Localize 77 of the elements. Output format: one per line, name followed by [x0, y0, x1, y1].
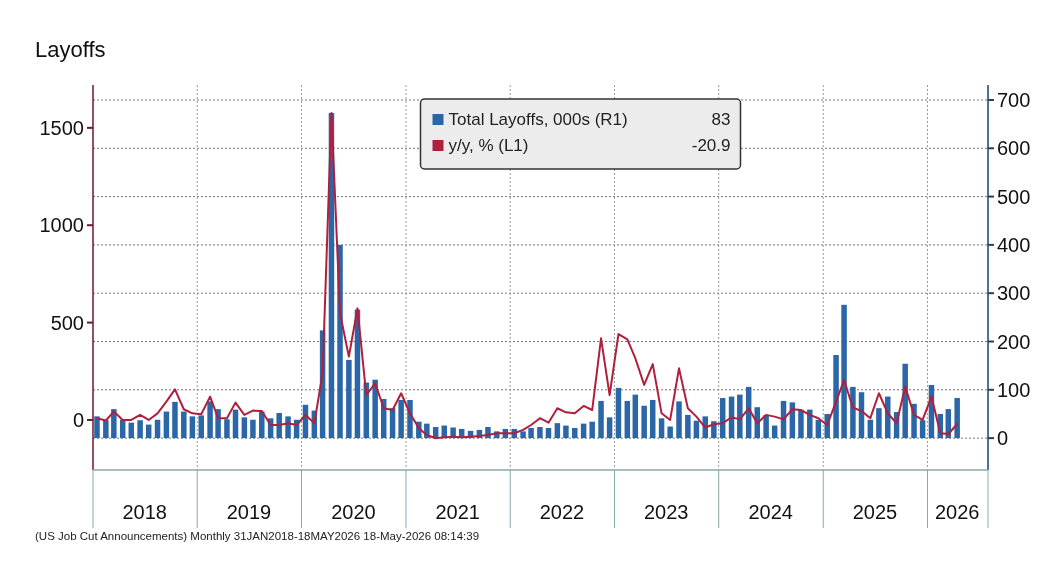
bar [658, 418, 665, 439]
x-tick-label: 2023 [643, 501, 689, 523]
bar [554, 423, 561, 439]
x-tick-label: 2019 [226, 501, 272, 523]
x-tick-label: 2018 [122, 501, 167, 523]
legend-label: y/y, % (L1) [448, 136, 529, 155]
y-tick-label: 1500 [39, 116, 84, 139]
x-tick-label: 2025 [852, 501, 898, 523]
text: (US Job Cut Announcements) Monthly 31JAN2018-18MAY2026 18-May-2026 08:14:39 [35, 530, 480, 542]
bar [198, 415, 204, 439]
bar [241, 417, 248, 439]
bar [563, 425, 569, 439]
bar [798, 409, 804, 439]
bar [572, 427, 578, 439]
bar [181, 411, 187, 439]
bar [667, 426, 673, 439]
bar [346, 359, 352, 439]
annotation: 83 [711, 110, 731, 129]
y2-tick-label: 400 [997, 233, 1031, 256]
bar [589, 421, 595, 439]
bar [737, 394, 743, 439]
bar [606, 417, 613, 439]
bar [94, 416, 100, 439]
bar [685, 414, 691, 439]
y-tick-label: 500 [50, 311, 84, 334]
y-tick-label: 0 [72, 408, 84, 431]
bar [259, 411, 265, 439]
bar [850, 386, 856, 439]
annotation: -20.9 [691, 136, 731, 155]
bar [615, 387, 622, 439]
bar [276, 413, 282, 439]
y2-tick-label: 600 [997, 137, 1031, 160]
y2-tick-label: 500 [997, 185, 1031, 208]
bar [807, 409, 813, 439]
x-tick-label: 2022 [539, 501, 585, 523]
bar [876, 408, 882, 439]
bar [103, 420, 109, 439]
bar [285, 416, 291, 439]
y2-tick-label: 300 [997, 282, 1031, 305]
bar [207, 401, 213, 439]
bar [649, 399, 656, 439]
bar [641, 405, 647, 439]
bar [520, 431, 526, 439]
bar [676, 401, 682, 439]
bar [111, 409, 117, 439]
y-tick-label: 1000 [39, 214, 84, 237]
bar [833, 355, 839, 439]
bar [189, 416, 196, 439]
bar [919, 420, 926, 439]
bar [763, 414, 769, 439]
bar [224, 419, 230, 439]
bar [137, 420, 143, 439]
bar [598, 400, 604, 439]
y2-tick-label: 0 [997, 427, 1009, 450]
bar [841, 304, 847, 439]
bar [632, 394, 639, 439]
bar [902, 363, 908, 439]
x-tick-label: 2024 [748, 501, 793, 523]
bar [537, 427, 543, 439]
chart-title: Layoffs [35, 37, 106, 62]
bar [398, 399, 404, 439]
y2-tick-label: 100 [997, 378, 1031, 401]
y2-tick-label: 700 [997, 88, 1031, 111]
x-tick-label: 2021 [435, 501, 480, 523]
bar [250, 419, 256, 439]
x-tick-label: 2026 [934, 501, 980, 523]
legend-label: Total Layoffs, 000s (R1) [448, 110, 628, 129]
bar [954, 398, 960, 439]
bar [528, 427, 534, 439]
bar [172, 401, 178, 439]
bar [372, 379, 378, 439]
line-series [96, 112, 959, 440]
bar [885, 396, 891, 439]
y2-tick-label: 200 [997, 330, 1031, 353]
bar [624, 400, 631, 439]
x-tick-label: 2020 [331, 501, 376, 523]
bar [232, 409, 239, 439]
